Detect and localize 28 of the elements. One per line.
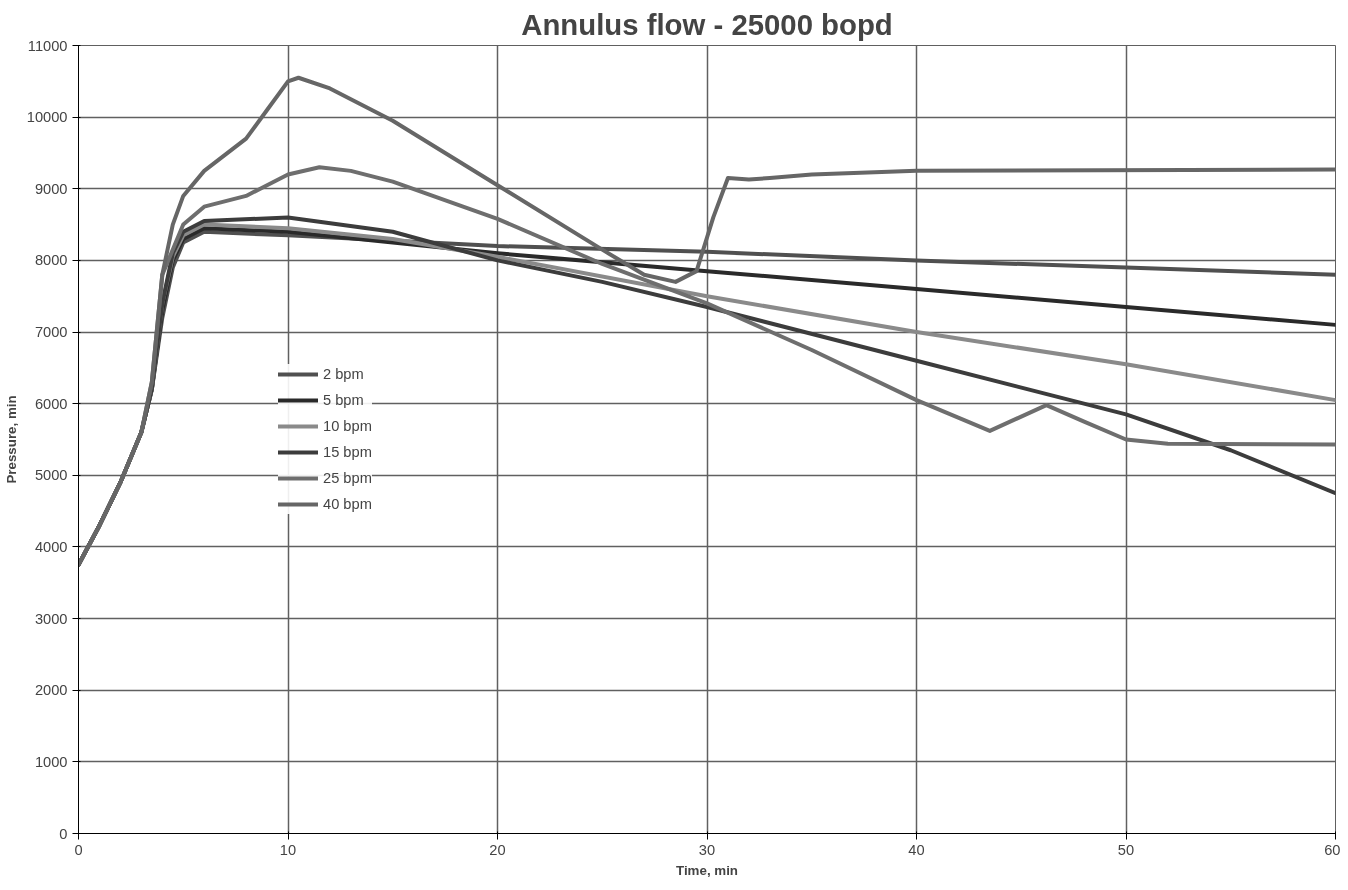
x-tick-label: 30 bbox=[698, 841, 716, 858]
legend-label: 15 bpm bbox=[323, 444, 372, 460]
x-tick-label: 0 bbox=[74, 841, 83, 858]
y-tick-label: 0 bbox=[59, 825, 68, 842]
legend-label: 10 bpm bbox=[323, 418, 372, 434]
x-tick-label: 20 bbox=[489, 841, 506, 858]
y-axis-title: Pressure, min bbox=[3, 395, 19, 484]
y-tick-label: 8000 bbox=[34, 252, 68, 269]
x-tick-label: 10 bbox=[279, 841, 297, 858]
x-tick-label: 50 bbox=[1117, 841, 1135, 858]
y-tick-label: 2000 bbox=[34, 682, 68, 699]
y-tick-label: 9000 bbox=[34, 180, 68, 197]
x-tick-label: 60 bbox=[1324, 841, 1341, 858]
chart-title: Annulus flow - 25000 bopd bbox=[521, 7, 893, 41]
y-tick-label: 5000 bbox=[34, 467, 68, 484]
y-tick-label: 10000 bbox=[26, 109, 68, 126]
y-tick-label: 6000 bbox=[34, 395, 68, 412]
legend-label: 25 bpm bbox=[323, 470, 372, 486]
legend-label: 2 bpm bbox=[323, 366, 364, 382]
y-tick-label: 3000 bbox=[34, 610, 68, 627]
y-tick-label: 1000 bbox=[34, 753, 68, 770]
legend-label: 5 bpm bbox=[323, 392, 364, 408]
x-tick-label: 40 bbox=[908, 841, 925, 858]
y-tick-label: 7000 bbox=[34, 324, 68, 341]
y-tick-label: 4000 bbox=[34, 538, 68, 555]
y-tick-label: 11000 bbox=[27, 37, 68, 54]
legend-label: 40 bpm bbox=[323, 496, 372, 512]
x-axis-title: Time, min bbox=[676, 862, 738, 878]
